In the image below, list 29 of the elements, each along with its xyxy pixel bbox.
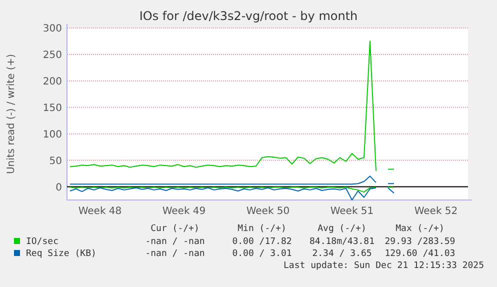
y-tick-label: 150 — [42, 102, 62, 114]
x-tick-label: Week 51 — [330, 206, 374, 217]
x-tick-label: Week 49 — [162, 206, 206, 217]
chart-title: IOs for /dev/k3s2-vg/root - by month — [139, 9, 358, 23]
legend-label: IO/sec — [26, 237, 59, 247]
text: 129.60 /41.03 — [384, 249, 456, 259]
x-tick-label: Week 48 — [78, 206, 122, 217]
y-tick-label: 50 — [49, 156, 62, 167]
text: Avg (-/+) — [318, 224, 366, 234]
text: Last update: Sun Dec 21 12:15:33 2025 — [284, 261, 484, 271]
y-tick-label: 200 — [42, 76, 62, 88]
text: 29.93 /283.59 — [384, 237, 456, 247]
y-tick-label: 100 — [42, 129, 62, 140]
text: -nan / -nan — [145, 237, 205, 247]
x-tick-label: Week 50 — [246, 206, 290, 217]
text: 2.34 / 3.65 — [312, 249, 372, 259]
text: 84.18m/43.81 — [309, 237, 375, 247]
text: 0.00 / 3.01 — [232, 249, 292, 259]
x-tick-label: Week 52 — [414, 206, 458, 217]
legend-label: Req Size (KB) — [26, 249, 96, 259]
y-tick-label: 300 — [42, 24, 62, 34]
text: Min (-/+) — [238, 224, 286, 234]
y-tick-label: 250 — [42, 50, 62, 61]
text: Max (-/+) — [396, 224, 444, 234]
text: 0.00 /17.82 — [232, 237, 292, 247]
text: -nan / -nan — [145, 249, 205, 259]
y-tick-label: 0 — [56, 182, 62, 194]
y-axis-title: Units read (-) / write (+) — [6, 54, 17, 174]
text: Cur (-/+) — [150, 224, 200, 234]
